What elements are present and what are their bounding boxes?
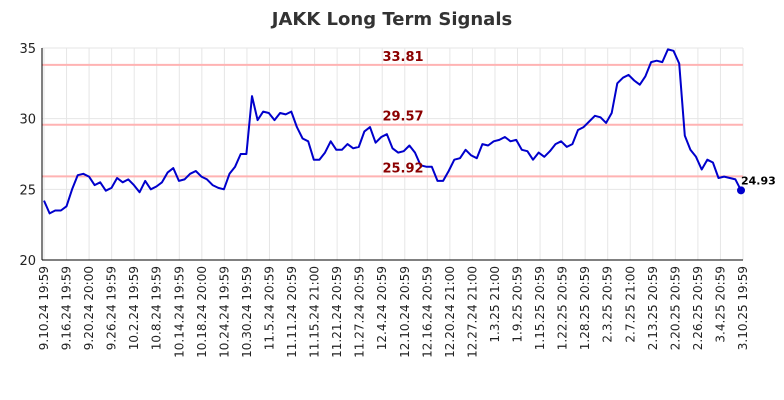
x-tick-label: 1.3.25 21:00 [488, 266, 502, 343]
x-tick-label: 2.7.25 21:00 [623, 266, 637, 343]
series-layer [43, 48, 745, 215]
x-tick-label: 11.11.24 20:59 [285, 266, 299, 358]
x-tick-label: 1.28.25 20:59 [578, 266, 592, 350]
reference-lines [42, 63, 743, 178]
x-tick-label: 12.4.24 20:59 [375, 266, 389, 350]
x-tick-label: 12.16.24 20:59 [420, 266, 434, 358]
last-value-label: 24.93 [741, 174, 776, 187]
reference-line-label: 29.57 [382, 110, 423, 125]
x-tick-label: 2.26.25 20:59 [691, 266, 705, 350]
labels: 20 25 30 35 33.81 29.57 25.92 24.93 9.10.24 19:5… [19, 42, 775, 358]
x-tick-label: 10.8.24 19:59 [150, 266, 164, 350]
x-tick-label: 9.10.24 19:59 [37, 266, 51, 350]
reference-line-label: 25.92 [382, 161, 423, 176]
x-tick-label: 10.14.24 19:59 [172, 266, 186, 358]
x-tick-label: 2.20.25 20:59 [668, 266, 682, 350]
x-tick-label: 11.15.24 21:00 [308, 266, 322, 358]
y-tick-label: 20 [19, 254, 36, 269]
x-tick-label: 2.3.25 20:59 [601, 266, 615, 343]
reference-line-label: 33.81 [382, 50, 423, 65]
grid [42, 47, 744, 261]
last-value-point [737, 186, 745, 195]
x-tick-label: 11.21.24 20:59 [330, 266, 344, 358]
x-tick-label: 10.30.24 19:59 [240, 266, 254, 358]
series-line [43, 48, 742, 215]
x-tick-label: 12.27.24 21:00 [465, 266, 479, 358]
x-tick-label: 10.2.24 19:59 [127, 266, 141, 350]
x-tick-label: 9.26.24 19:59 [105, 266, 119, 350]
chart-title: JAKK Long Term Signals [270, 9, 512, 30]
x-tick-label: 3.4.25 20:59 [713, 266, 727, 343]
x-tick-label: 1.15.25 20:59 [533, 266, 547, 350]
y-tick-label: 25 [19, 183, 36, 198]
axes [41, 48, 743, 261]
x-tick-label: 3.10.25 19:59 [736, 266, 750, 350]
x-tick-label: 9.16.24 19:59 [60, 266, 74, 350]
x-tick-label: 12.20.24 21:00 [443, 266, 457, 358]
x-tick-label: 10.24.24 19:59 [217, 266, 231, 358]
x-tick-label: 1.22.25 20:59 [556, 266, 570, 350]
x-tick-label: 2.13.25 20:59 [646, 266, 660, 350]
x-tick-label: 11.27.24 20:59 [353, 266, 367, 358]
x-tick-label: 12.10.24 20:59 [398, 266, 412, 358]
x-tick-label: 9.20.24 20:00 [82, 266, 96, 350]
x-tick-label: 1.9.25 20:59 [511, 266, 525, 343]
y-tick-label: 35 [19, 42, 36, 57]
y-tick-label: 30 [19, 113, 36, 128]
x-tick-label: 11.5.24 20:59 [262, 266, 276, 350]
x-tick-label: 10.18.24 20:00 [195, 266, 209, 358]
